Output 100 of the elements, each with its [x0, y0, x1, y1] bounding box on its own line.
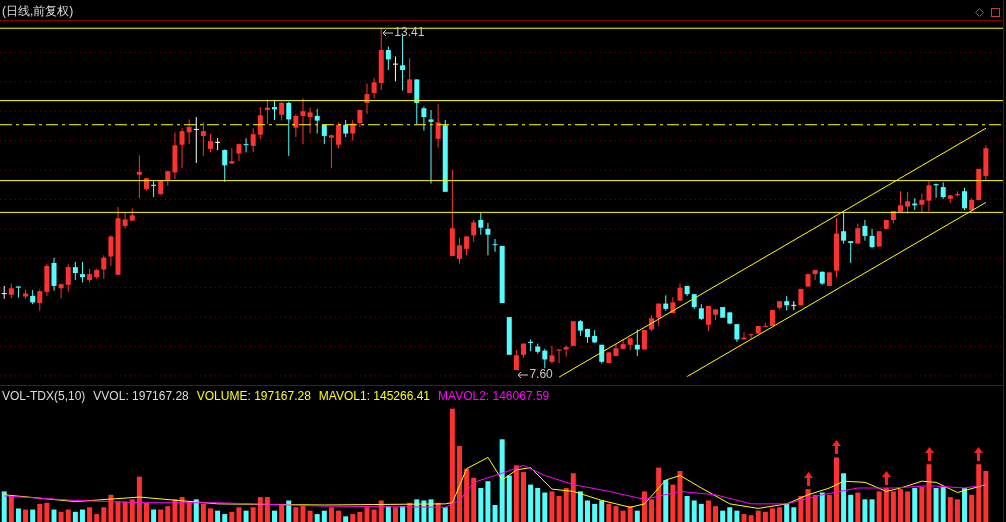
bar [51, 509, 57, 522]
bar [314, 514, 320, 522]
bar [87, 507, 93, 522]
candlestick [905, 191, 911, 215]
bar [392, 507, 398, 522]
text: MAVOL2: 146067.59 [438, 389, 550, 403]
bar [108, 494, 114, 522]
candlestick [485, 222, 491, 256]
candlestick [848, 240, 854, 264]
candlestick [179, 127, 185, 169]
bar [905, 491, 911, 522]
bar [841, 473, 847, 522]
bar [336, 510, 342, 522]
bar [805, 489, 811, 522]
bar [762, 511, 768, 522]
text: VVOL: 197167.28 [93, 389, 189, 403]
bar [954, 499, 960, 522]
bar [193, 499, 199, 522]
candlestick [542, 348, 548, 369]
bar [65, 509, 71, 522]
candlestick [556, 348, 562, 364]
candlestick [257, 106, 263, 140]
bar [364, 507, 370, 522]
candlestick [37, 288, 43, 312]
candlestick [250, 127, 256, 153]
bar [535, 488, 541, 522]
candlestick [428, 109, 434, 185]
bar [492, 505, 498, 522]
text: MAVOL1: 145266.41 [318, 389, 431, 403]
bar [727, 507, 733, 522]
candlestick [812, 269, 818, 281]
bar [634, 510, 640, 522]
bar [357, 511, 363, 522]
bar [79, 509, 85, 522]
candlestick [456, 237, 462, 265]
bar [101, 507, 107, 522]
candlestick [79, 261, 85, 283]
bar [378, 500, 384, 522]
bar [663, 480, 669, 522]
chart-title: (日线,前复权) [2, 3, 74, 20]
bar [962, 488, 968, 522]
bar [385, 506, 391, 522]
bar [521, 472, 526, 522]
bar [456, 446, 462, 522]
candlestick [855, 223, 861, 245]
candlestick [58, 283, 64, 299]
bar [506, 475, 512, 522]
bar [15, 508, 21, 522]
bar [37, 503, 43, 522]
bar [229, 511, 235, 522]
bar [442, 507, 448, 522]
bar [705, 500, 711, 522]
candlestick [328, 134, 334, 169]
candlestick [208, 133, 213, 153]
candlestick [919, 193, 925, 213]
bar [769, 508, 775, 522]
candlestick [215, 137, 221, 151]
bar [691, 500, 697, 522]
bar [890, 491, 896, 522]
bar [464, 468, 470, 522]
bar [848, 494, 854, 522]
bar [777, 507, 783, 522]
bar [734, 510, 740, 522]
bar [599, 500, 605, 522]
bar [499, 439, 505, 522]
candlestick [549, 345, 555, 365]
bar [286, 500, 292, 522]
candlestick [101, 254, 107, 280]
candlestick [392, 55, 398, 82]
bar [129, 499, 135, 522]
candlestick [464, 235, 470, 256]
candlestick [293, 113, 299, 138]
bar [264, 497, 270, 522]
candlestick [492, 238, 498, 253]
bar [471, 477, 477, 522]
bar [122, 501, 128, 522]
bar [649, 499, 655, 522]
bar [143, 502, 149, 522]
bar [883, 488, 889, 522]
bar [592, 503, 598, 522]
bar [926, 464, 932, 522]
bar [250, 507, 256, 522]
candlestick [414, 78, 420, 125]
candlestick [869, 228, 875, 249]
bar [876, 491, 882, 522]
candlestick [471, 219, 477, 243]
candlestick [705, 305, 711, 332]
candlestick [72, 261, 78, 281]
candlestick [435, 103, 441, 149]
bar [855, 492, 861, 522]
bar [940, 486, 946, 522]
bar [1, 491, 7, 522]
bar [741, 514, 747, 522]
bar [300, 505, 306, 522]
bar [656, 467, 662, 522]
bar [748, 515, 754, 522]
bar [912, 488, 918, 522]
candlestick [193, 116, 199, 164]
bar [350, 514, 356, 522]
bar [869, 499, 875, 522]
